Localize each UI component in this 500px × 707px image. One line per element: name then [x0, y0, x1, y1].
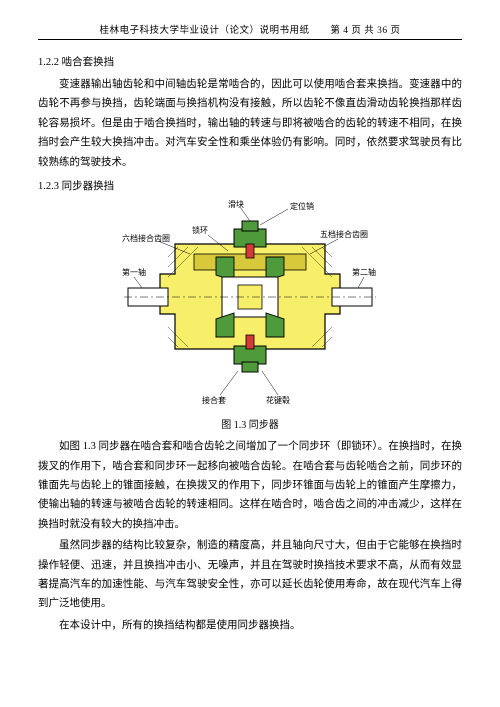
- page-header: 桂林电子科技大学毕业设计（论文）说明书用纸 第 4 页 共 36 页: [38, 22, 462, 40]
- section-122-p1: 变速器输出轴齿轮和中间轴齿轮是常啮合的，因此可以使用啮合套来换挡。变速器中的齿轮…: [38, 75, 462, 172]
- synchronizer-diagram: 滑块 定位销 锁环 六档接合齿圈 五档接合齿圈 第一轴 第二轴 接合套 花键毂: [120, 199, 380, 409]
- page: 桂林电子科技大学毕业设计（论文）说明书用纸 第 4 页 共 36 页 1.2.2…: [0, 0, 500, 657]
- header-page-number: 第 4 页 共 36 页: [330, 22, 400, 36]
- label-suohuan: 锁环: [192, 225, 208, 235]
- label-huakuai: 滑块: [228, 199, 244, 209]
- label-dierzhou: 第二轴: [352, 267, 376, 277]
- section-122-title: 1.2.2 啮合套换挡: [38, 54, 462, 69]
- body-p3: 在本设计中，所有的换挡结构都是使用同步器换挡。: [38, 616, 462, 635]
- label-dingweixiao: 定位销: [290, 201, 314, 211]
- label-liudang: 六档接合齿圈: [122, 233, 170, 243]
- label-diyizhou: 第一轴: [122, 267, 146, 277]
- figure-synchronizer: 滑块 定位销 锁环 六档接合齿圈 五档接合齿圈 第一轴 第二轴 接合套 花键毂: [120, 199, 380, 412]
- body-p1: 如图 1.3 同步器在啮合套和啮合齿轮之间增加了一个同步环（即锁环）。在换挡时，…: [38, 437, 462, 534]
- label-huajiangu: 花键毂: [266, 395, 290, 405]
- label-wudang: 五档接合齿圈: [320, 229, 368, 239]
- header-title: 桂林电子科技大学毕业设计（论文）说明书用纸: [99, 26, 309, 36]
- body-p2: 虽然同步器的结构比较复杂，制造的精度高，并且轴向尺寸大，但由于它能够在换挡时操作…: [38, 536, 462, 614]
- figure-caption: 图 1.3 同步器: [38, 416, 462, 431]
- section-123-title: 1.2.3 同步器换挡: [38, 178, 462, 193]
- label-jiehetao: 接合套: [202, 395, 226, 405]
